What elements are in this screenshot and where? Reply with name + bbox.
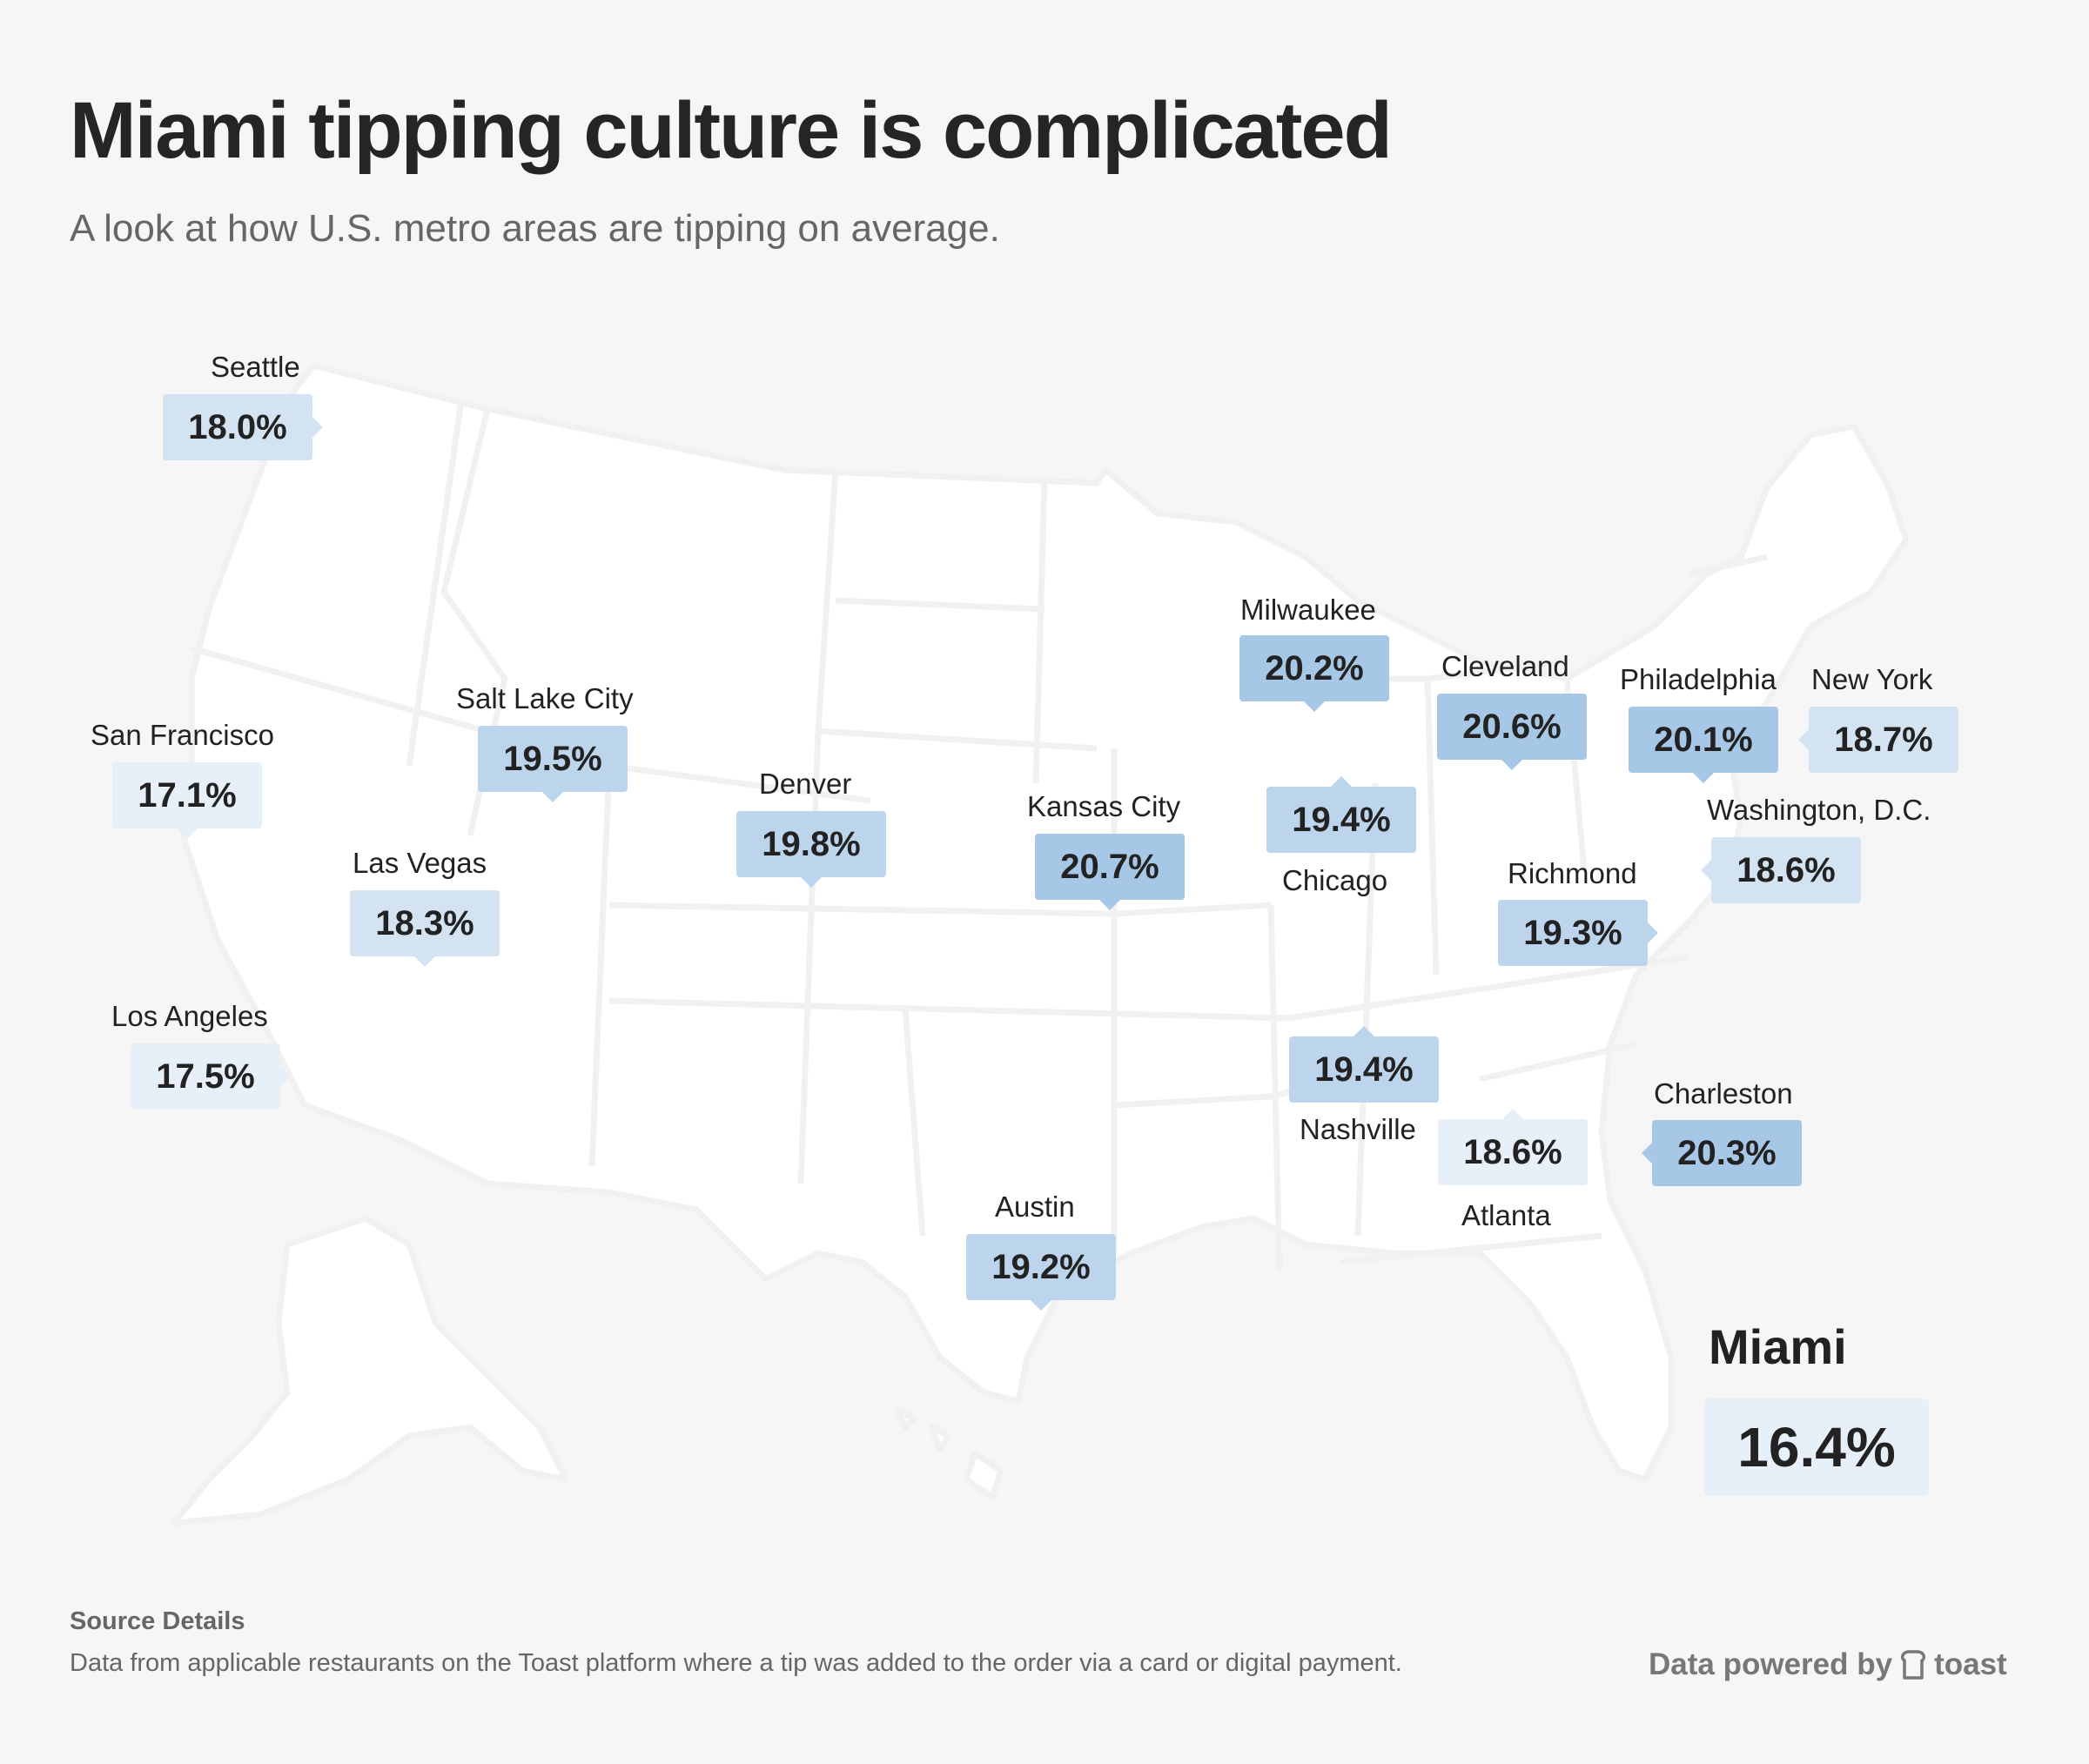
value-box-philadelphia: 20.1% (1629, 707, 1778, 783)
page-title: Miami tipping culture is complicated (70, 86, 1393, 175)
city-label-san-francisco: San Francisco (91, 719, 274, 751)
value-los-angeles: 17.5% (156, 1056, 255, 1096)
value-box-cleveland: 20.6% (1437, 694, 1587, 770)
pointer-icon (801, 877, 822, 888)
city-label-chicago: Chicago (1282, 864, 1388, 896)
city-label-denver: Denver (759, 768, 852, 800)
city-label-austin: Austin (995, 1191, 1075, 1223)
city-label-atlanta: Atlanta (1461, 1199, 1551, 1231)
value-denver: 19.8% (762, 824, 861, 863)
value-box-atlanta: 18.6% (1438, 1109, 1588, 1185)
value-box-charleston: 20.3% (1642, 1120, 1802, 1186)
value-box-milwaukee: 20.2% (1239, 635, 1389, 712)
city-label-philadelphia: Philadelphia (1620, 663, 1777, 695)
value-box-denver: 19.8% (736, 811, 886, 888)
value-box-nashville: 19.4% (1289, 1026, 1439, 1103)
value-box-washington-dc: 18.6% (1701, 837, 1861, 903)
value-box-austin: 19.2% (966, 1234, 1116, 1311)
hawaii-shape (893, 1406, 1004, 1500)
pointer-icon (1648, 922, 1658, 943)
value-new-york: 18.7% (1834, 720, 1933, 759)
continental-us-shape (179, 362, 1910, 1483)
pointer-icon (1353, 1026, 1374, 1036)
source-text: Data from applicable restaurants on the … (70, 1649, 1402, 1677)
value-milwaukee: 20.2% (1265, 648, 1364, 687)
pointer-icon (1693, 773, 1714, 783)
pointer-icon (414, 956, 435, 967)
pointer-icon (1031, 1300, 1051, 1311)
city-label-cleveland: Cleveland (1441, 650, 1569, 682)
alaska-shape (171, 1215, 569, 1526)
pointer-icon (1701, 860, 1711, 881)
value-salt-lake-city: 19.5% (503, 739, 602, 778)
city-label-washington-dc: Washington, D.C. (1707, 794, 1931, 826)
value-atlanta: 18.6% (1463, 1132, 1562, 1171)
pointer-icon (312, 417, 323, 438)
pointer-icon (1798, 729, 1809, 750)
value-charleston: 20.3% (1677, 1133, 1777, 1172)
value-philadelphia: 20.1% (1654, 720, 1753, 759)
value-box-seattle: 18.0% (163, 394, 323, 460)
value-box-san-francisco: 17.1% (112, 762, 262, 839)
value-seattle: 18.0% (188, 407, 287, 446)
powered-by: Data powered by toast (1649, 1647, 2007, 1682)
pointer-icon (280, 1066, 291, 1087)
value-box-miami: 16.4% (1704, 1398, 1929, 1496)
pointer-icon (1501, 760, 1522, 770)
city-label-seattle: Seattle (211, 351, 300, 383)
pointer-icon (1099, 900, 1120, 910)
value-chicago: 19.4% (1292, 800, 1391, 839)
page-subtitle: A look at how U.S. metro areas are tippi… (70, 207, 1000, 250)
value-box-kansas-city: 20.7% (1035, 834, 1185, 910)
value-box-new-york: 18.7% (1798, 707, 1958, 773)
city-label-milwaukee: Milwaukee (1240, 594, 1376, 626)
value-richmond: 19.3% (1523, 913, 1622, 952)
city-label-new-york: New York (1811, 663, 1933, 695)
value-box-los-angeles: 17.5% (131, 1043, 291, 1110)
value-box-las-vegas: 18.3% (350, 890, 500, 967)
source-heading: Source Details (70, 1607, 245, 1635)
pointer-icon (177, 828, 198, 839)
pointer-icon (1642, 1143, 1652, 1164)
value-washington-dc: 18.6% (1736, 850, 1836, 889)
pointer-icon (1304, 701, 1325, 712)
city-label-charleston: Charleston (1654, 1077, 1793, 1110)
value-kansas-city: 20.7% (1060, 847, 1159, 886)
value-san-francisco: 17.1% (138, 775, 237, 815)
value-las-vegas: 18.3% (375, 903, 474, 942)
city-label-las-vegas: Las Vegas (353, 847, 487, 879)
value-nashville: 19.4% (1314, 1050, 1414, 1089)
pointer-icon (1331, 776, 1352, 787)
value-box-chicago: 19.4% (1266, 776, 1416, 853)
pointer-icon (1502, 1109, 1523, 1119)
value-box-salt-lake-city: 19.5% (478, 726, 628, 802)
city-label-miami: Miami (1709, 1319, 1847, 1374)
toast-logo-icon (1901, 1650, 1926, 1680)
powered-by-label: Data powered by (1649, 1647, 1893, 1681)
city-label-richmond: Richmond (1508, 857, 1637, 889)
city-label-nashville: Nashville (1300, 1113, 1416, 1145)
value-austin: 19.2% (991, 1247, 1091, 1286)
value-cleveland: 20.6% (1462, 707, 1562, 746)
value-box-richmond: 19.3% (1498, 900, 1658, 966)
city-label-kansas-city: Kansas City (1027, 790, 1181, 822)
city-label-los-angeles: Los Angeles (111, 1000, 268, 1032)
city-label-salt-lake-city: Salt Lake City (456, 682, 634, 714)
toast-brand-text: toast (1934, 1647, 2007, 1681)
pointer-icon (542, 792, 563, 802)
value-miami: 16.4% (1737, 1416, 1896, 1479)
